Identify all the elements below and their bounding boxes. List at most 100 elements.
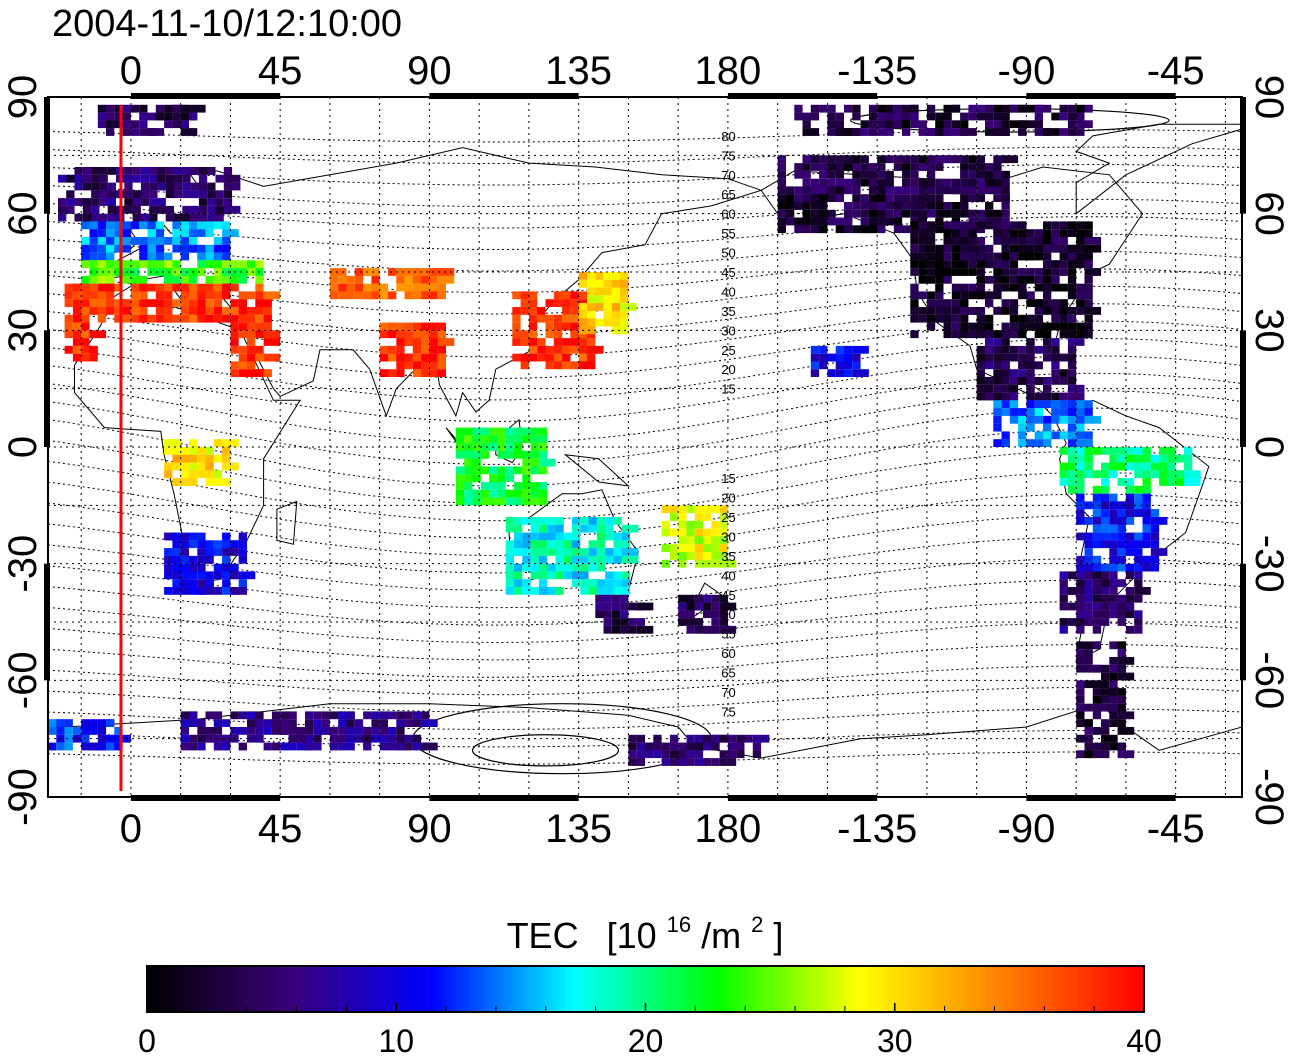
colorbar-title-unit-exponent: 16 [667,912,691,937]
tec-cell [1043,322,1060,331]
tec-cell [1043,415,1052,424]
tec-cell [82,174,92,183]
tec-cell [985,244,994,253]
tec-cell [412,719,422,727]
tec-cell [860,217,869,226]
tec-cell [114,244,123,253]
tec-cell [711,552,728,560]
tec-cell [844,155,853,164]
tec-cell [205,478,223,486]
tec-cell [1059,602,1068,611]
tec-cell [827,112,836,121]
tec-cell [621,532,631,541]
tec-cell [719,758,728,766]
tec-cell [1134,454,1151,463]
tec-cell [572,517,581,525]
tec-cell [205,314,214,323]
tec-cell [1101,742,1110,751]
tec-cell [1026,384,1035,393]
tec-cell [197,742,206,751]
tec-cell [371,727,380,735]
tec-cell [223,167,233,175]
tec-cell [918,237,936,245]
tec-cell [255,283,264,292]
tec-cell [124,167,133,175]
tec-cell [64,345,73,354]
tec-cell [545,299,554,307]
tec-cell [172,314,189,323]
tec-cell [538,579,548,587]
tec-cell [379,719,388,727]
tec-cell [1043,229,1052,237]
tec-cell [72,338,82,346]
tec-cell [429,353,438,362]
tec-cell [1018,423,1027,432]
tec-cell [1076,244,1085,253]
tec-cell [1084,314,1093,323]
tec-cell [238,571,256,580]
tec-cell [197,314,206,323]
latitude-tick-label: -60 [1,651,45,709]
tec-cell [1084,104,1093,113]
longitude-tick-label: -45 [1147,807,1205,851]
tec-cell [968,283,977,292]
tec-cell [472,458,481,467]
tec-cell [1076,291,1085,300]
tec-cell [1084,439,1093,447]
tec-cell [810,104,820,113]
tec-cell [678,544,695,552]
tec-cell [1125,587,1135,595]
tec-cell [1051,408,1060,416]
tec-cell [835,225,844,234]
tec-cell [786,194,795,202]
tec-cell [1026,338,1035,346]
tec-cell [512,307,521,315]
tec-cell [613,517,622,525]
tec-cell [1117,695,1126,704]
tec-cell [89,244,98,253]
tec-cell [621,571,631,580]
tec-cell [313,711,322,720]
tec-cell [777,217,786,226]
tec-cell [985,377,994,385]
tec-cell [223,198,233,206]
tec-cell [1067,384,1085,393]
tec-cell [514,563,523,572]
tec-cell [926,194,936,202]
tec-cell [1134,501,1143,510]
tec-cell [1026,353,1035,362]
tec-cell [437,361,446,370]
tec-cell [1117,524,1126,533]
tec-cell [164,252,173,261]
tec-cell [182,190,199,199]
tec-cell [520,291,529,300]
tec-cell [562,338,571,346]
tec-cell [1076,307,1085,315]
tec-cell [396,369,405,377]
tec-cell [1092,509,1102,517]
tec-cell [114,283,123,292]
colorbar-tick-label: 30 [877,1023,913,1057]
tec-cell [1001,112,1010,121]
tec-cell [437,322,446,331]
tec-cell [91,174,108,183]
tec-cell [66,205,75,214]
tec-cell [1001,178,1010,187]
tec-cell [472,474,481,482]
tec-cell [1134,587,1151,595]
tec-cell [455,466,465,475]
contour-label: 55 [721,226,735,241]
tec-cell [1001,377,1010,385]
tec-cell [960,202,969,210]
tec-cell [537,307,546,315]
tec-cell [189,275,198,284]
tec-cell [1076,260,1085,269]
tec-cell [910,202,927,210]
tec-cell [190,213,208,222]
tec-cell [976,307,985,315]
tec-cell [1018,221,1027,230]
tec-cell [223,182,241,191]
tec-cell [149,213,158,222]
tec-cell [1059,299,1068,307]
tec-cell [1092,703,1102,712]
